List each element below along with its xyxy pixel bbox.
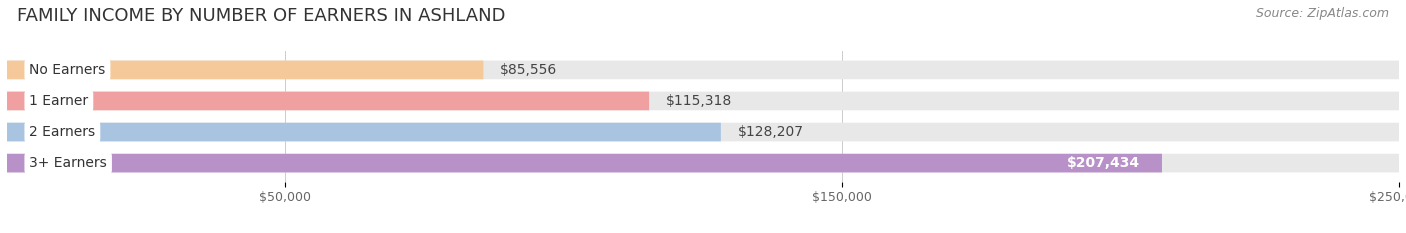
Text: 1 Earner: 1 Earner — [30, 94, 89, 108]
FancyBboxPatch shape — [7, 61, 484, 79]
FancyBboxPatch shape — [7, 123, 1399, 141]
Text: $85,556: $85,556 — [501, 63, 557, 77]
Text: No Earners: No Earners — [30, 63, 105, 77]
Text: $115,318: $115,318 — [666, 94, 733, 108]
Text: 3+ Earners: 3+ Earners — [30, 156, 107, 170]
FancyBboxPatch shape — [7, 92, 1399, 110]
FancyBboxPatch shape — [7, 92, 650, 110]
Text: Source: ZipAtlas.com: Source: ZipAtlas.com — [1256, 7, 1389, 20]
Text: $128,207: $128,207 — [738, 125, 804, 139]
FancyBboxPatch shape — [7, 123, 721, 141]
Text: $207,434: $207,434 — [1067, 156, 1140, 170]
Text: FAMILY INCOME BY NUMBER OF EARNERS IN ASHLAND: FAMILY INCOME BY NUMBER OF EARNERS IN AS… — [17, 7, 505, 25]
FancyBboxPatch shape — [7, 154, 1161, 172]
FancyBboxPatch shape — [7, 61, 1399, 79]
FancyBboxPatch shape — [7, 154, 1399, 172]
Text: 2 Earners: 2 Earners — [30, 125, 96, 139]
